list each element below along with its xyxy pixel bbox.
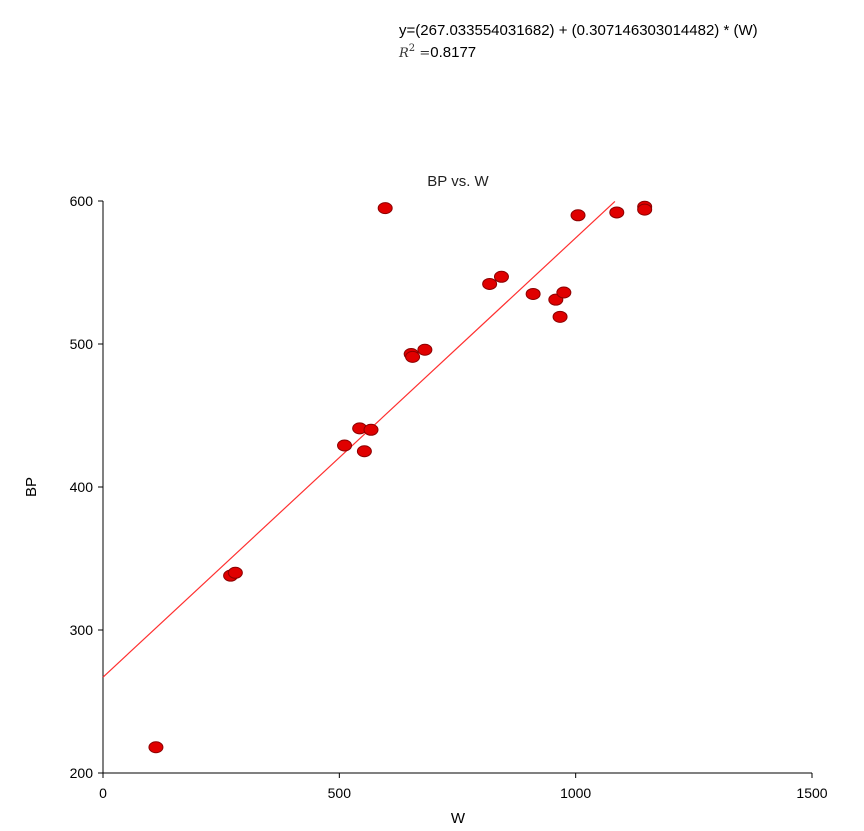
- data-point: [552, 310, 568, 323]
- r-squared-line: R2 =0.8177: [399, 42, 758, 66]
- data-point: [525, 287, 541, 300]
- chart-title: BP vs. W: [427, 173, 489, 190]
- r-squared-value: 0.8177: [430, 44, 477, 61]
- data-point: [493, 270, 509, 283]
- plot-area: 200 300 400 500 600 0 500 1000 1500: [70, 193, 828, 801]
- y-tick-label: 400: [70, 479, 94, 495]
- r-squared-superscript: 2: [408, 43, 416, 54]
- data-point: [377, 202, 393, 215]
- regression-line: [102, 201, 616, 678]
- data-point: [405, 350, 421, 363]
- y-tick-label: 600: [70, 193, 94, 209]
- data-point: [148, 741, 164, 754]
- y-axis-title: BP: [23, 477, 40, 497]
- y-tick-label: 500: [70, 336, 94, 352]
- x-tick-label: 0: [99, 785, 107, 801]
- r-squared-symbol: R: [399, 46, 409, 61]
- data-point: [363, 423, 379, 436]
- r-squared-equals: =: [419, 46, 431, 61]
- data-point: [556, 286, 572, 299]
- x-tick-label: 1500: [796, 785, 827, 801]
- y-tick-label: 200: [70, 765, 94, 781]
- regression-equation: y=(267.033554031682) + (0.30714630301448…: [399, 22, 758, 39]
- x-tick-label: 1000: [560, 785, 591, 801]
- x-tick-label: 500: [328, 785, 352, 801]
- data-point: [570, 209, 586, 222]
- data-point: [337, 439, 353, 452]
- data-point: [609, 206, 625, 219]
- data-point: [637, 203, 653, 216]
- x-axis-title: W: [451, 810, 466, 827]
- data-point: [227, 566, 243, 579]
- regression-equation-block: y=(267.033554031682) + (0.30714630301448…: [399, 20, 758, 66]
- data-point: [482, 277, 498, 290]
- y-tick-label: 300: [70, 622, 94, 638]
- data-point: [417, 343, 433, 356]
- data-point: [356, 445, 372, 458]
